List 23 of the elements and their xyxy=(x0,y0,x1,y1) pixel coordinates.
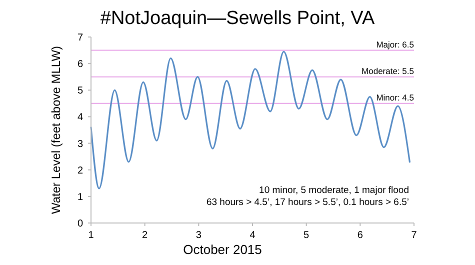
x-tick-label: 1 xyxy=(88,230,94,241)
annotation: 63 hours > 4.5’, 17 hours > 5.5’, 0.1 hours > 6.5’ xyxy=(206,197,409,208)
y-axis-title: Water Level (feet above MLLW) xyxy=(49,46,63,214)
y-tick-label: 3 xyxy=(77,138,84,150)
x-tick-label: 2 xyxy=(142,230,148,241)
x-tick-label: 5 xyxy=(304,230,310,241)
ref-line-label: Major: 6.5 xyxy=(376,39,414,50)
x-tick-label: 4 xyxy=(250,230,256,241)
x-tick-label: 7 xyxy=(411,230,418,241)
x-tick-label: 6 xyxy=(357,230,364,241)
ref-line-label: Moderate: 5.5 xyxy=(362,66,414,76)
y-tick-label: 5 xyxy=(77,86,84,97)
x-axis-title: October 2015 xyxy=(183,242,262,257)
y-tick-label: 0 xyxy=(77,218,84,230)
y-tick-label: 2 xyxy=(77,165,84,176)
y-tick-label: 7 xyxy=(77,32,84,44)
y-tick-label: 4 xyxy=(77,112,84,124)
y-tick-label: 1 xyxy=(77,192,84,203)
y-tick-label: 6 xyxy=(77,59,84,70)
ref-line-label: Minor: 4.5 xyxy=(376,92,414,102)
x-tick-label: 3 xyxy=(196,230,202,241)
annotation: 10 minor, 5 moderate, 1 major flood xyxy=(259,185,409,196)
chart-title: #NotJoaquin—Sewells Point, VA xyxy=(100,8,375,29)
